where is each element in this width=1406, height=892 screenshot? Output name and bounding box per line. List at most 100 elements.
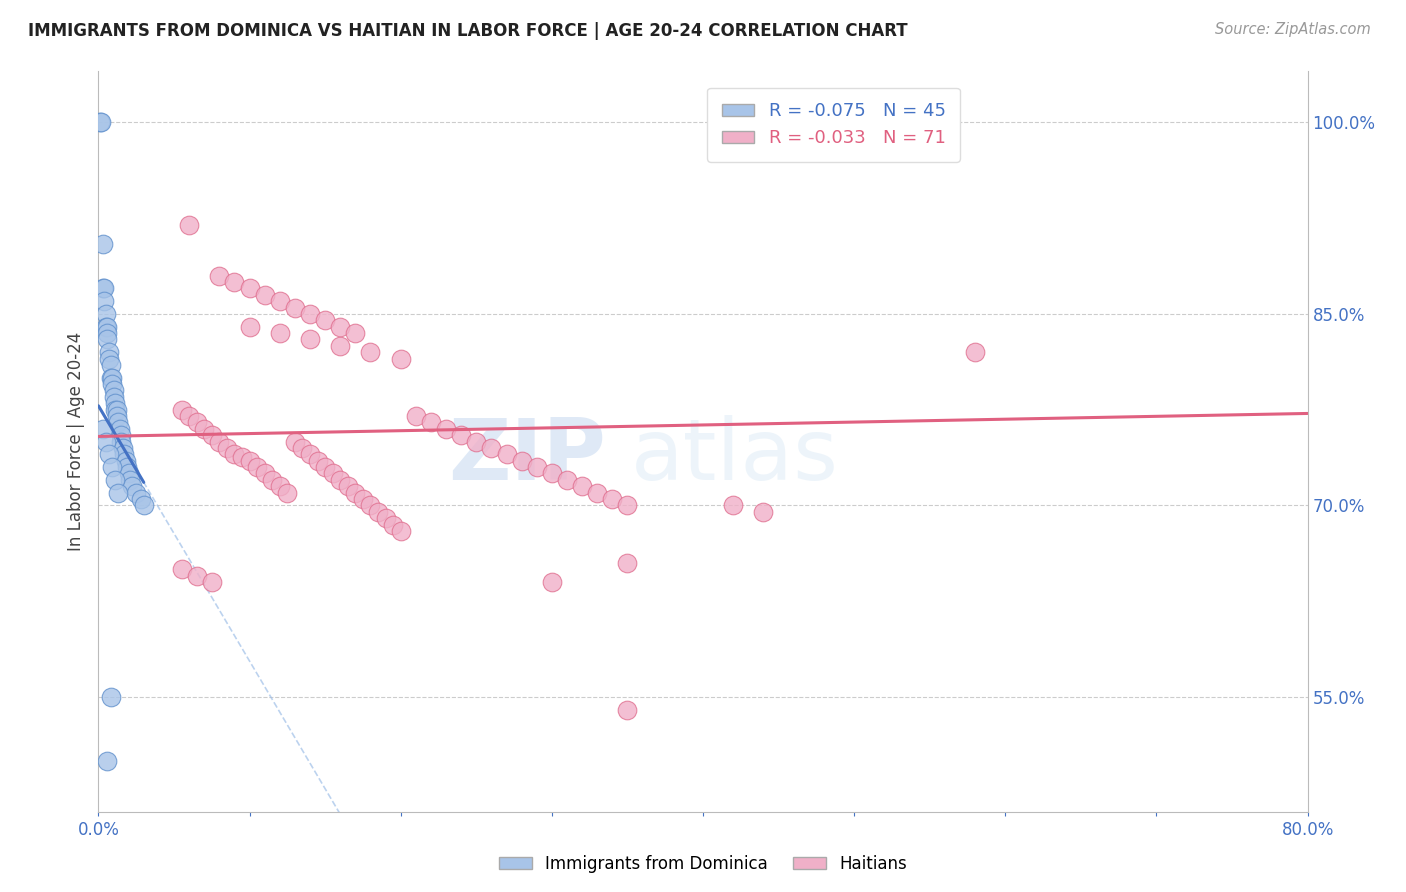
Point <box>110 428 132 442</box>
Point <box>239 319 262 334</box>
Point <box>94 307 117 321</box>
Point <box>170 402 193 417</box>
Point <box>246 460 269 475</box>
Point <box>540 574 562 589</box>
Y-axis label: In Labor Force | Age 20-24: In Labor Force | Age 20-24 <box>66 332 84 551</box>
Point <box>96 326 118 340</box>
Point <box>360 499 382 513</box>
Point <box>112 447 135 461</box>
Point <box>329 473 352 487</box>
Point <box>96 333 118 347</box>
Point <box>374 511 396 525</box>
Point <box>269 294 291 309</box>
Text: IMMIGRANTS FROM DOMINICA VS HAITIAN IN LABOR FORCE | AGE 20-24 CORRELATION CHART: IMMIGRANTS FROM DOMINICA VS HAITIAN IN L… <box>28 22 908 40</box>
Point <box>101 370 124 384</box>
Point <box>352 491 374 506</box>
Point <box>98 351 121 366</box>
Point <box>555 473 578 487</box>
Point <box>231 450 253 464</box>
Point <box>586 485 609 500</box>
Point <box>101 460 124 475</box>
Point <box>299 447 322 461</box>
Point <box>284 301 307 315</box>
Point <box>179 409 201 423</box>
Point <box>329 339 352 353</box>
Point <box>90 115 112 129</box>
Text: ZIP: ZIP <box>449 415 606 498</box>
Point <box>104 402 127 417</box>
Point <box>114 453 136 467</box>
Point <box>98 447 121 461</box>
Point <box>96 754 118 768</box>
Point <box>284 434 307 449</box>
Point <box>420 416 443 430</box>
Point <box>495 447 517 461</box>
Point <box>208 434 231 449</box>
Point <box>98 345 121 359</box>
Point <box>269 326 291 340</box>
Point <box>253 467 276 481</box>
Point <box>269 479 291 493</box>
Point <box>110 434 132 449</box>
Point <box>100 358 122 372</box>
Point <box>121 479 143 493</box>
Point <box>129 491 152 506</box>
Point <box>389 351 412 366</box>
Point <box>201 428 224 442</box>
Point <box>132 499 155 513</box>
Point <box>91 281 114 295</box>
Point <box>179 218 201 232</box>
Point <box>291 441 314 455</box>
Point <box>329 319 352 334</box>
Point <box>100 370 122 384</box>
Point <box>94 319 117 334</box>
Point <box>107 485 129 500</box>
Point <box>434 422 457 436</box>
Point <box>103 390 125 404</box>
Point <box>224 275 246 289</box>
Point <box>723 499 745 513</box>
Point <box>344 326 367 340</box>
Point <box>344 485 367 500</box>
Text: atlas: atlas <box>630 415 838 498</box>
Point <box>481 441 503 455</box>
Point <box>299 333 322 347</box>
Point <box>602 491 624 506</box>
Point <box>450 428 472 442</box>
Point <box>314 313 336 327</box>
Point <box>215 441 238 455</box>
Point <box>104 473 127 487</box>
Point <box>201 574 224 589</box>
Point <box>239 281 262 295</box>
Point <box>299 307 322 321</box>
Point <box>965 345 987 359</box>
Point <box>108 422 131 436</box>
Point <box>100 690 122 704</box>
Point <box>510 453 533 467</box>
Point <box>382 517 405 532</box>
Point <box>307 453 329 467</box>
Point <box>115 460 138 475</box>
Point <box>571 479 593 493</box>
Point <box>405 409 427 423</box>
Point <box>239 453 262 467</box>
Point <box>103 384 125 398</box>
Point <box>616 556 638 570</box>
Point <box>616 499 638 513</box>
Legend: R = -0.075   N = 45, R = -0.033   N = 71: R = -0.075 N = 45, R = -0.033 N = 71 <box>707 87 960 161</box>
Point <box>105 409 128 423</box>
Point <box>389 524 412 538</box>
Point <box>465 434 488 449</box>
Point <box>253 287 276 301</box>
Point <box>89 115 111 129</box>
Point <box>94 434 117 449</box>
Point <box>193 422 215 436</box>
Point <box>224 447 246 461</box>
Point <box>186 568 208 582</box>
Point <box>93 281 115 295</box>
Text: Source: ZipAtlas.com: Source: ZipAtlas.com <box>1215 22 1371 37</box>
Point <box>93 294 115 309</box>
Point <box>111 441 134 455</box>
Point <box>96 319 118 334</box>
Point <box>104 396 127 410</box>
